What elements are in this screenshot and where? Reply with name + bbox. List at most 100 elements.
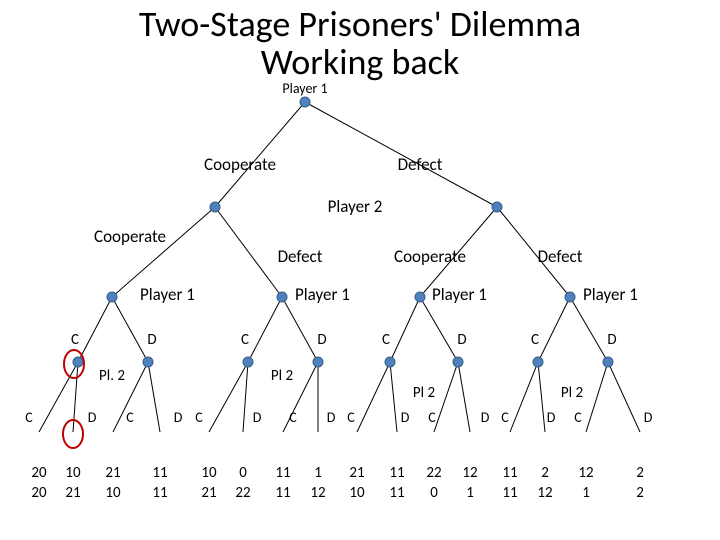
branch-label: D	[481, 409, 490, 426]
tree-edge	[282, 297, 318, 362]
branch-label: D	[253, 409, 262, 426]
payoff-value: 1	[582, 484, 590, 502]
payoff-value: 10	[65, 464, 81, 482]
payoff-value: 12	[462, 464, 477, 482]
title-line-2: Working back	[0, 44, 720, 82]
highlight-ellipse	[63, 420, 83, 448]
tree-label: C	[382, 331, 390, 349]
tree-edge	[608, 362, 640, 432]
tree-label: Player 1	[432, 284, 487, 305]
payoff-value: 12	[537, 484, 552, 502]
tree-label: Defect	[278, 246, 323, 267]
branch-label: C	[126, 409, 134, 426]
title-line-1: Two-Stage Prisoners' Dilemma	[0, 0, 720, 44]
tree-node	[107, 292, 117, 302]
payoff-value: 21	[201, 484, 216, 502]
tree-edge	[538, 362, 545, 432]
tree-node	[210, 202, 220, 212]
payoff-value: 11	[152, 484, 167, 502]
tree-edge	[243, 362, 248, 432]
payoff-value: 11	[502, 484, 517, 502]
branch-label: C	[25, 409, 33, 426]
payoff-value: 2	[541, 464, 549, 482]
tree-node	[73, 357, 83, 367]
payoff-value: 12	[578, 464, 593, 482]
payoff-value: 10	[349, 484, 365, 502]
tree-edge	[357, 362, 390, 432]
branch-label: C	[289, 409, 297, 426]
payoff-value: 20	[31, 484, 47, 502]
payoff-value: 11	[152, 464, 167, 482]
tree-label: Cooperate	[204, 154, 276, 175]
tree-edge	[420, 297, 458, 362]
tree-edge	[390, 297, 420, 362]
tree-node	[415, 292, 425, 302]
tree-label: D	[607, 331, 616, 349]
tree-edge	[434, 362, 458, 432]
tree-node	[300, 97, 310, 107]
payoff-value: 21	[65, 484, 80, 502]
payoff-value: 11	[389, 464, 404, 482]
tree-label: Defect	[398, 154, 443, 175]
tree-node	[243, 357, 253, 367]
tree-edge	[78, 297, 112, 362]
payoff-value: 11	[275, 484, 290, 502]
branch-label: D	[401, 409, 410, 426]
tree-label: Player 1	[282, 82, 327, 97]
branch-label: C	[428, 409, 436, 426]
tree-label: Pl 2	[413, 384, 435, 402]
tree-node	[603, 357, 613, 367]
tree-label: Cooperate	[94, 226, 166, 247]
payoff-value: 22	[426, 464, 441, 482]
tree-label: C	[241, 331, 249, 349]
tree-edge	[510, 362, 538, 432]
tree-label: D	[317, 331, 326, 349]
branch-label: C	[347, 409, 355, 426]
tree-label: Player 1	[295, 284, 350, 305]
tree-node	[277, 292, 287, 302]
payoff-value: 22	[235, 484, 250, 502]
page-title: Two-Stage Prisoners' Dilemma Working bac…	[0, 0, 720, 82]
tree-edge	[586, 362, 608, 432]
tree-edge	[390, 362, 397, 432]
branch-label: C	[501, 409, 509, 426]
payoff-value: 10	[201, 464, 217, 482]
game-tree-diagram: Player 1 Cooperate Defect Player 2 Cooperate…	[0, 82, 720, 532]
tree-node	[565, 292, 575, 302]
tree-node	[143, 357, 153, 367]
tree-node	[533, 357, 543, 367]
tree-label: Player 2	[328, 196, 383, 217]
tree-node	[453, 357, 463, 367]
branch-label: C	[195, 409, 203, 426]
tree-label: Cooperate	[394, 246, 466, 267]
branch-label: D	[644, 409, 653, 426]
payoff-value: 1	[466, 484, 474, 502]
tree-edge	[112, 297, 148, 362]
payoff-value: 0	[430, 484, 438, 502]
payoff-value: 0	[239, 464, 247, 482]
tree-edge	[538, 297, 570, 362]
tree-node	[492, 202, 502, 212]
branch-label: D	[547, 409, 556, 426]
tree-label: Defect	[538, 246, 583, 267]
branch-label: C	[574, 409, 582, 426]
payoff-value: 1	[314, 464, 322, 482]
tree-label: D	[457, 331, 466, 349]
tree-edge	[458, 362, 470, 432]
tree-edge	[248, 297, 282, 362]
tree-node	[313, 357, 323, 367]
payoff-value: 20	[31, 464, 47, 482]
tree-edge	[215, 207, 282, 297]
payoff-value: 11	[502, 464, 517, 482]
tree-edge	[570, 297, 608, 362]
tree-label: D	[147, 331, 156, 349]
tree-label: Pl 2	[561, 384, 583, 402]
payoff-value: 2	[636, 464, 644, 482]
tree-edge	[148, 362, 160, 432]
tree-node	[385, 357, 395, 367]
payoff-value: 10	[105, 484, 121, 502]
tree-edge	[209, 362, 248, 432]
branch-label: D	[88, 409, 97, 426]
tree-label: Pl 2	[271, 367, 293, 385]
payoff-value: 2	[636, 484, 644, 502]
